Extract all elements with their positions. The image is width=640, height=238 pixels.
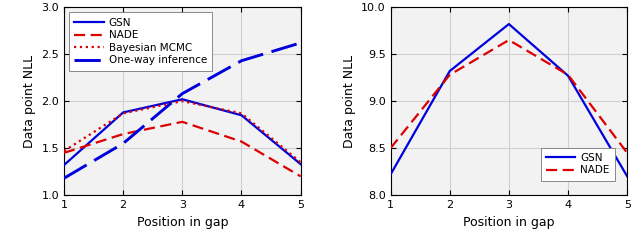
NADE: [179, 120, 186, 123]
NADE: [237, 140, 245, 143]
X-axis label: Position in gap: Position in gap: [136, 216, 228, 228]
NADE: [297, 175, 305, 178]
Line: One-way inference: One-way inference: [64, 43, 301, 178]
Legend: GSN, NADE, Bayesian MCMC, One-way inference: GSN, NADE, Bayesian MCMC, One-way infere…: [69, 12, 212, 71]
One-way inference: [179, 92, 186, 95]
Bayesian MCMC: [179, 100, 186, 103]
GSN: [179, 98, 186, 101]
GSN: [387, 173, 394, 176]
Y-axis label: Data point NLL: Data point NLL: [23, 55, 36, 148]
NADE: [505, 39, 513, 41]
Line: GSN: GSN: [390, 24, 627, 176]
NADE: [623, 151, 631, 154]
Bayesian MCMC: [60, 149, 68, 152]
Y-axis label: Data point NLL: Data point NLL: [342, 55, 355, 148]
X-axis label: Position in gap: Position in gap: [463, 216, 555, 228]
GSN: [446, 70, 454, 73]
GSN: [237, 114, 245, 117]
Legend: GSN, NADE: GSN, NADE: [541, 148, 615, 181]
One-way inference: [119, 142, 127, 145]
GSN: [505, 23, 513, 25]
One-way inference: [297, 41, 305, 44]
One-way inference: [237, 59, 245, 62]
GSN: [564, 74, 572, 77]
Bayesian MCMC: [297, 161, 305, 164]
Bayesian MCMC: [237, 112, 245, 115]
NADE: [60, 151, 68, 154]
NADE: [446, 73, 454, 76]
Bayesian MCMC: [119, 112, 127, 115]
NADE: [119, 133, 127, 135]
Line: GSN: GSN: [64, 99, 301, 165]
Line: NADE: NADE: [390, 40, 627, 153]
NADE: [387, 147, 394, 149]
GSN: [297, 163, 305, 166]
GSN: [119, 111, 127, 114]
One-way inference: [60, 177, 68, 180]
NADE: [564, 73, 572, 76]
Line: Bayesian MCMC: Bayesian MCMC: [64, 101, 301, 162]
GSN: [623, 175, 631, 178]
Line: NADE: NADE: [64, 122, 301, 176]
GSN: [60, 164, 68, 167]
